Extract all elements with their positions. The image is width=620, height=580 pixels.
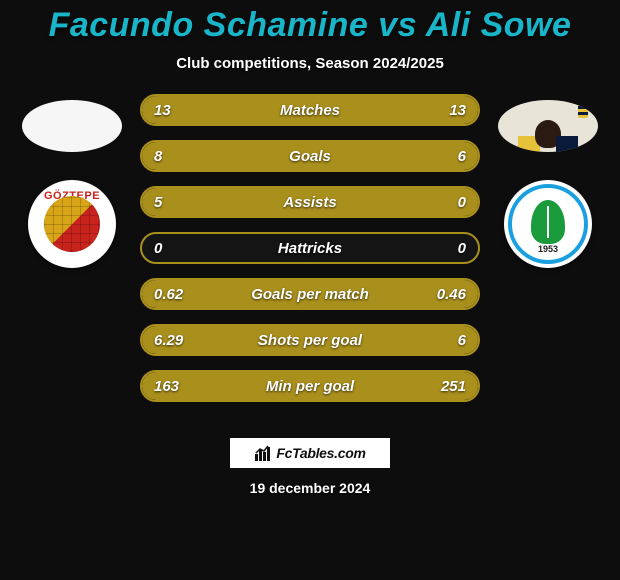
club-badge-left: GÖZTEPE: [28, 180, 116, 268]
stats-column: 13Matches13 8Goals6 5Assists0 0Hattricks0 0.…: [140, 94, 480, 402]
stat-row: 5Assists0: [140, 186, 480, 218]
left-side: GÖZTEPE: [22, 94, 122, 268]
content-row: GÖZTEPE 13Matches13 8Goals6 5Assists0 0Hatt…: [0, 94, 620, 402]
player-photo-left: [22, 100, 122, 152]
right-side: 1953: [498, 94, 598, 268]
rize-leaf-icon: [531, 200, 565, 244]
stat-row: 8Goals6: [140, 140, 480, 172]
goztepe-ball-icon: [44, 196, 100, 252]
stat-value-right: 251: [426, 378, 466, 395]
date-label: 19 december 2024: [0, 480, 620, 496]
stat-row: 13Matches13: [140, 94, 480, 126]
stat-value-right: 6: [426, 332, 466, 349]
stat-row: 0Hattricks0: [140, 232, 480, 264]
stat-value-right: 0.46: [426, 286, 466, 303]
brand-logo: FcTables.com: [230, 438, 390, 468]
stat-value-right: 0: [426, 194, 466, 211]
player-photo-right: [498, 100, 598, 152]
stat-value-right: 0: [426, 240, 466, 257]
chart-icon: [254, 444, 272, 462]
stat-value-right: 13: [426, 102, 466, 119]
subtitle: Club competitions, Season 2024/2025: [0, 55, 620, 72]
stat-row: 6.29Shots per goal6: [140, 324, 480, 356]
club-badge-right-year: 1953: [504, 244, 592, 254]
brand-text: FcTables.com: [276, 445, 365, 461]
stat-value-right: 6: [426, 148, 466, 165]
stat-row: 0.62Goals per match0.46: [140, 278, 480, 310]
comparison-card: Facundo Schamine vs Ali Sowe Club compet…: [0, 0, 620, 580]
club-badge-right: 1953: [504, 180, 592, 268]
stat-row: 163Min per goal251: [140, 370, 480, 402]
page-title: Facundo Schamine vs Ali Sowe: [0, 6, 620, 45]
